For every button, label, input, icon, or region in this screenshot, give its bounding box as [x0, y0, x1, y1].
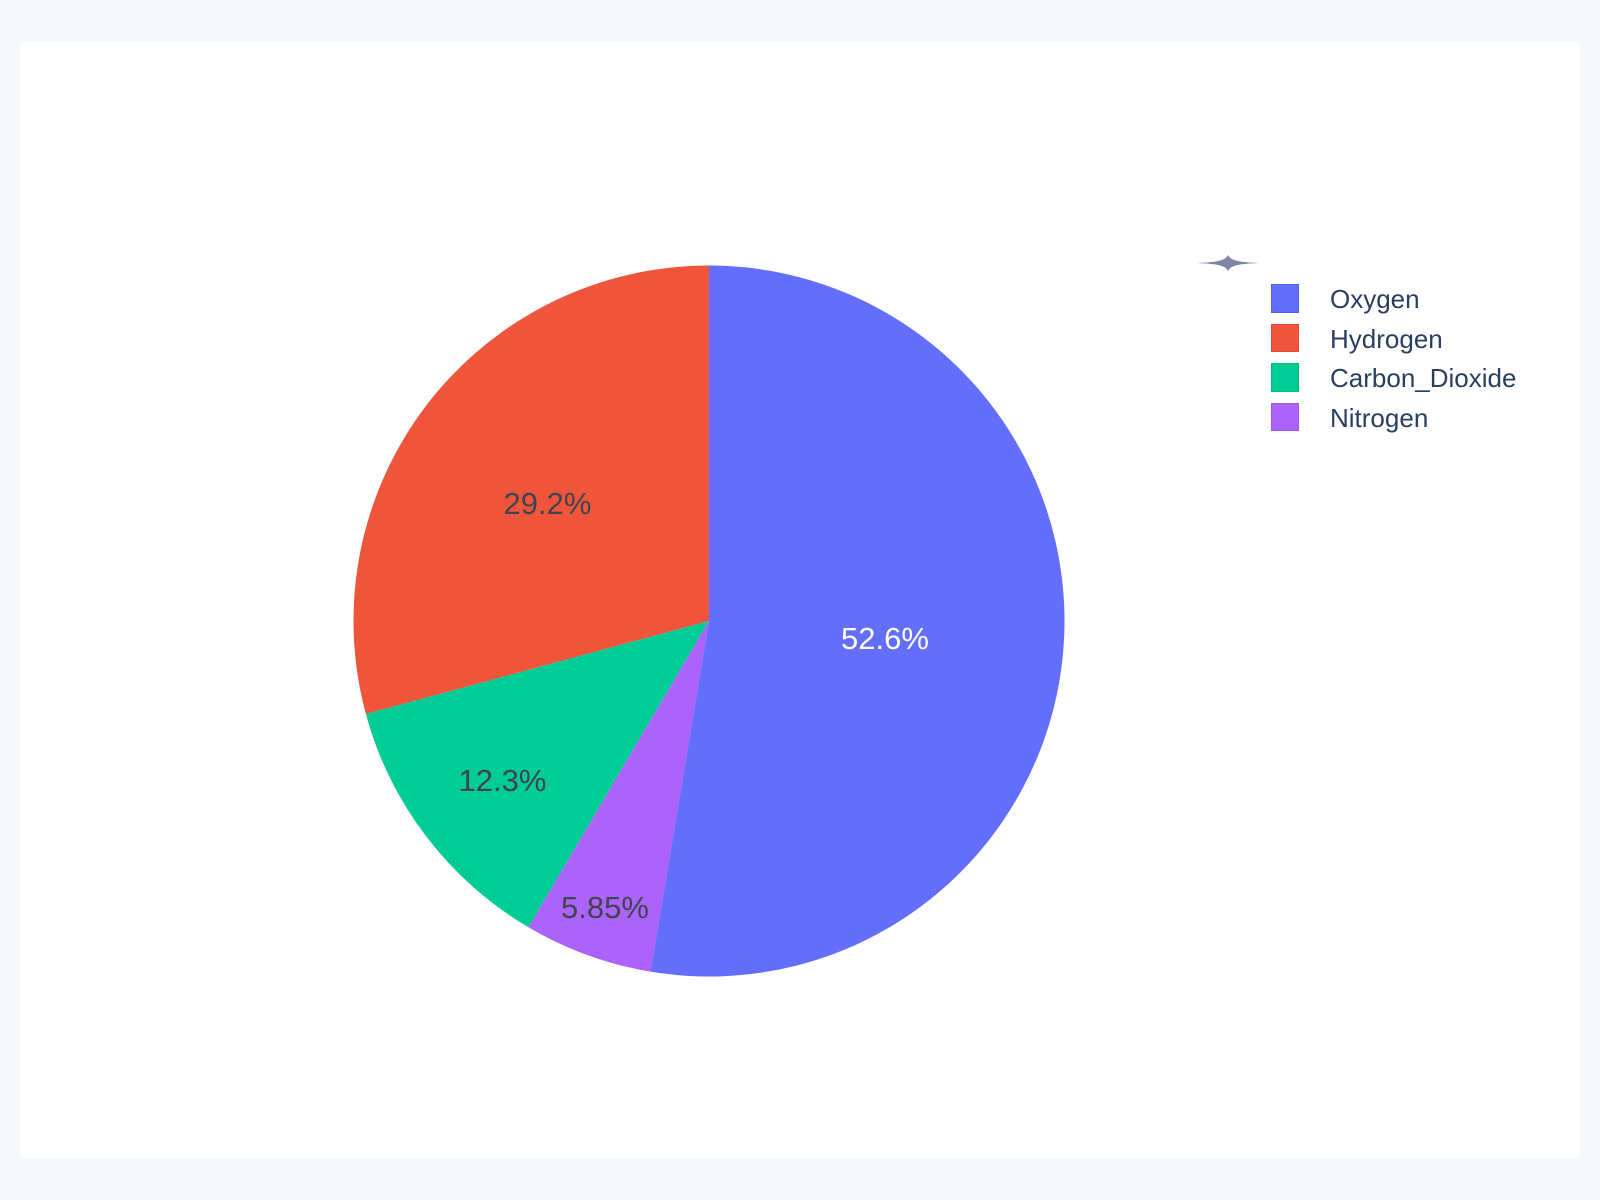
svg-text:52.6%: 52.6%: [841, 621, 929, 656]
svg-text:5.85%: 5.85%: [561, 890, 649, 925]
svg-text:12.3%: 12.3%: [459, 763, 547, 798]
svg-text:29.2%: 29.2%: [504, 486, 592, 521]
